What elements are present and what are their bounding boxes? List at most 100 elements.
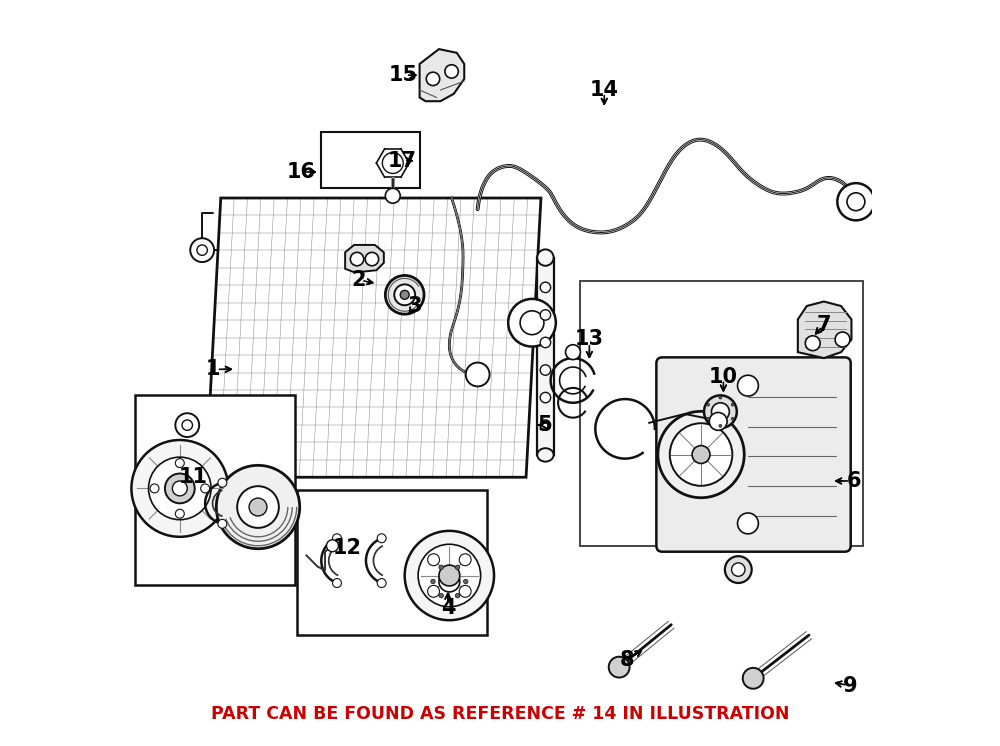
Bar — [297, 490, 487, 635]
Polygon shape — [798, 301, 851, 358]
Circle shape — [566, 345, 580, 360]
Text: 4: 4 — [441, 598, 455, 618]
Circle shape — [719, 396, 722, 399]
Text: 10: 10 — [709, 367, 738, 386]
Circle shape — [172, 481, 187, 496]
Text: 1: 1 — [206, 360, 221, 379]
Circle shape — [197, 245, 207, 255]
Text: PART CAN BE FOUND AS REFERENCE # 14 IN ILLUSTRATION: PART CAN BE FOUND AS REFERENCE # 14 IN I… — [211, 705, 789, 723]
Circle shape — [609, 656, 630, 677]
Circle shape — [670, 423, 732, 486]
Circle shape — [540, 337, 551, 348]
Circle shape — [165, 474, 195, 504]
FancyBboxPatch shape — [656, 357, 851, 552]
Circle shape — [455, 594, 460, 598]
Circle shape — [430, 562, 469, 601]
Circle shape — [837, 183, 875, 220]
Circle shape — [418, 545, 481, 606]
Circle shape — [439, 565, 443, 569]
Bar — [537, 257, 554, 455]
Circle shape — [400, 290, 409, 299]
Circle shape — [131, 440, 228, 537]
Circle shape — [466, 363, 490, 386]
Circle shape — [540, 392, 551, 403]
Circle shape — [394, 284, 415, 305]
Circle shape — [439, 594, 443, 598]
Circle shape — [719, 424, 722, 427]
Circle shape — [150, 484, 159, 493]
Circle shape — [725, 557, 752, 583]
Circle shape — [658, 411, 744, 498]
Circle shape — [540, 420, 551, 430]
Circle shape — [428, 554, 440, 565]
Circle shape — [175, 510, 184, 518]
Text: 8: 8 — [619, 650, 634, 670]
Ellipse shape — [537, 448, 554, 462]
Circle shape — [385, 188, 400, 203]
Text: 15: 15 — [389, 65, 418, 85]
Text: 5: 5 — [537, 415, 552, 435]
Circle shape — [175, 459, 184, 468]
Circle shape — [707, 403, 710, 406]
Text: 16: 16 — [287, 162, 316, 182]
Circle shape — [382, 153, 403, 173]
Ellipse shape — [537, 249, 554, 266]
Circle shape — [237, 486, 279, 528]
Text: 7: 7 — [817, 315, 831, 335]
Text: 3: 3 — [407, 296, 422, 316]
Circle shape — [201, 484, 210, 493]
Circle shape — [405, 531, 494, 620]
Circle shape — [218, 478, 227, 487]
Text: 13: 13 — [575, 330, 604, 349]
Circle shape — [333, 579, 341, 588]
Circle shape — [175, 413, 199, 437]
Bar — [135, 395, 295, 585]
Text: 9: 9 — [843, 676, 857, 696]
Text: 2: 2 — [351, 270, 366, 290]
Circle shape — [377, 579, 386, 588]
Polygon shape — [206, 198, 541, 477]
Circle shape — [190, 238, 214, 262]
Circle shape — [455, 565, 460, 569]
Bar — [321, 133, 420, 188]
Circle shape — [731, 417, 734, 420]
Circle shape — [216, 466, 300, 549]
Circle shape — [464, 579, 468, 583]
Circle shape — [692, 445, 710, 463]
Circle shape — [540, 310, 551, 320]
Circle shape — [426, 72, 440, 86]
Polygon shape — [420, 49, 464, 101]
Circle shape — [182, 420, 192, 430]
Circle shape — [540, 365, 551, 375]
Text: 6: 6 — [846, 471, 861, 491]
Text: 12: 12 — [333, 538, 362, 558]
Circle shape — [731, 403, 734, 406]
Circle shape — [350, 252, 364, 266]
Circle shape — [428, 586, 440, 598]
Circle shape — [738, 513, 758, 534]
Circle shape — [704, 395, 737, 428]
Circle shape — [333, 534, 341, 543]
Circle shape — [385, 275, 424, 314]
Circle shape — [743, 668, 764, 689]
Circle shape — [711, 403, 729, 421]
Circle shape — [835, 332, 850, 347]
Circle shape — [439, 571, 460, 592]
Text: 11: 11 — [179, 467, 208, 487]
Circle shape — [445, 65, 458, 78]
Circle shape — [459, 586, 471, 598]
Circle shape — [439, 565, 460, 586]
Polygon shape — [345, 245, 384, 272]
Circle shape — [847, 192, 865, 210]
Circle shape — [431, 579, 435, 583]
Circle shape — [218, 519, 227, 528]
Circle shape — [365, 252, 379, 266]
Circle shape — [540, 282, 551, 292]
Text: 14: 14 — [590, 80, 619, 100]
Circle shape — [327, 540, 338, 552]
Circle shape — [738, 375, 758, 396]
Circle shape — [805, 336, 820, 351]
Circle shape — [377, 534, 386, 543]
Circle shape — [709, 413, 727, 430]
Circle shape — [249, 498, 267, 516]
